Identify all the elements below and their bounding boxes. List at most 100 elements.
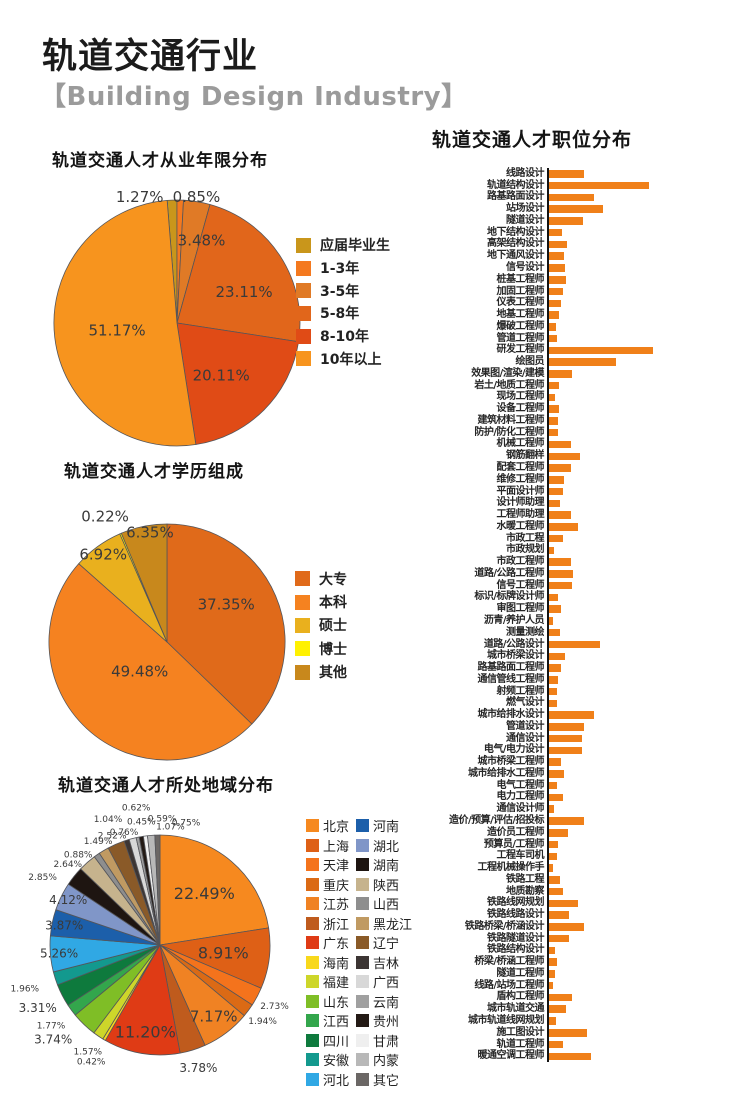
bar <box>549 546 554 555</box>
bar <box>549 170 584 178</box>
bar-row: 工程车司机 <box>430 850 725 863</box>
bar-track <box>547 485 725 498</box>
bar-label: 仪表工程师 <box>496 297 545 309</box>
legend-item: 河北 <box>306 1070 349 1090</box>
pie-slice-label: 8.91% <box>198 944 249 963</box>
bar-label: 轨道结构设计 <box>487 179 545 191</box>
bar <box>549 346 653 355</box>
bar-track <box>547 803 725 816</box>
bar-row: 标识/标牌设计师 <box>430 591 725 604</box>
bar <box>549 664 561 672</box>
legend-item: 其它 <box>356 1070 412 1090</box>
legend-item: 8-10年 <box>296 325 390 348</box>
bar-row: 城市给排水设计 <box>430 709 725 721</box>
bar-label: 桩基工程师 <box>496 273 545 285</box>
page-title: 轨道交通行业 <box>42 37 259 77</box>
bar-label: 通信设计师 <box>496 803 545 815</box>
bar-row: 设计师助理 <box>430 497 725 510</box>
bar <box>549 428 558 437</box>
bar-label: 爆破工程师 <box>496 320 545 332</box>
bar-label: 城市轨道交通 <box>487 1003 545 1015</box>
education-legend: 大专 本科 硕士 博士 其他 <box>295 567 347 684</box>
pie-slice-label: 0.88% <box>64 850 93 860</box>
bar-label: 燃气设计 <box>506 697 545 709</box>
bar <box>549 770 564 778</box>
bar-track <box>547 368 725 380</box>
legend-item: 3-5年 <box>296 279 390 302</box>
pie-slice-label: 22.49% <box>174 884 235 903</box>
bar <box>549 593 558 602</box>
bar-row: 设备工程师 <box>430 403 725 416</box>
bar-label: 城市轨道线网规划 <box>468 1015 545 1026</box>
pie-slice <box>176 322 299 445</box>
legend-label: 其他 <box>319 665 347 682</box>
legend-label: 陕西 <box>373 878 400 894</box>
legend-item: 博士 <box>295 637 347 660</box>
bar-track <box>547 1003 725 1016</box>
bar-row: 造价员工程师 <box>430 826 725 839</box>
bar-track <box>547 1050 725 1063</box>
bar-track <box>547 626 725 639</box>
pie-slice-label: 6.35% <box>126 523 174 541</box>
bar-track <box>547 873 725 886</box>
legend-item: 上海 <box>306 836 349 856</box>
pie-slice-label: 1.77% <box>37 1021 66 1031</box>
pie-slice <box>154 834 161 946</box>
bar-row: 市政工程师 <box>430 556 725 569</box>
bar-label: 桥梁/桥涵工程师 <box>474 956 544 968</box>
bar-row: 加固工程师 <box>430 285 725 298</box>
bar <box>549 334 557 343</box>
bar-label: 铁路结构设计 <box>487 944 545 956</box>
legend-label: 安徽 <box>323 1054 350 1070</box>
bar <box>549 476 564 484</box>
bar-track <box>547 356 725 369</box>
legend-label: 应届毕业生 <box>320 238 390 255</box>
legend-label: 广西 <box>373 976 400 992</box>
bar-track <box>547 756 725 769</box>
bar-label: 沥青/养护人员 <box>483 614 545 626</box>
legend-item: 1-3年 <box>296 257 390 280</box>
bar-row: 桩基工程师 <box>430 273 725 286</box>
legend-item: 贵州 <box>356 1011 412 1031</box>
pie-slice <box>120 523 168 643</box>
bar-label: 暖通空调工程师 <box>477 1050 545 1062</box>
legend-label: 湖北 <box>373 839 400 855</box>
bar-label: 岩土/地质工程师 <box>474 379 544 391</box>
bar-track <box>547 226 725 239</box>
bar-track <box>547 462 725 474</box>
bar <box>549 452 580 460</box>
legend-swatch <box>296 260 311 276</box>
positions-bar-chart: 线路设计 轨道结构设计 路基路面设计 站场设计 隧道设计 地下结构设计 高架结构设计 地下通风… <box>430 168 725 1063</box>
bar-track <box>547 309 725 321</box>
bar-track <box>547 203 725 216</box>
legend-swatch <box>306 916 319 930</box>
bar-track <box>547 720 725 733</box>
pie-slice-label: 1.04% <box>94 815 123 825</box>
pie-slice-label: 0.76% <box>110 828 139 838</box>
bar-row: 造价/预算/评估/招投标 <box>430 815 725 827</box>
bar <box>549 499 560 508</box>
bar-track <box>547 662 725 674</box>
bar <box>549 793 563 802</box>
bar <box>549 887 563 896</box>
legend-label: 河北 <box>323 1073 350 1089</box>
bar-row: 测量测绘 <box>430 626 725 639</box>
bar-label: 市政工程师 <box>496 556 545 568</box>
bar <box>549 758 561 766</box>
bar-row: 线路/站场工程师 <box>430 979 725 992</box>
bar-track <box>547 556 725 569</box>
legend-item: 应届毕业生 <box>296 234 390 257</box>
bar-row: 隧道设计 <box>430 215 725 227</box>
bar-track <box>547 1038 725 1051</box>
legend-swatch <box>306 877 319 891</box>
bar <box>549 570 573 578</box>
legend-item: 大专 <box>295 567 347 590</box>
bar <box>549 746 582 755</box>
pie-slice <box>48 563 253 761</box>
bar-label: 信号工程师 <box>496 579 545 591</box>
legend-label: 其它 <box>373 1073 400 1089</box>
bar-row: 铁路结构设计 <box>430 944 725 957</box>
pie-slice-label: 6.92% <box>79 545 127 563</box>
bar-track <box>547 403 725 416</box>
bar <box>549 958 557 966</box>
